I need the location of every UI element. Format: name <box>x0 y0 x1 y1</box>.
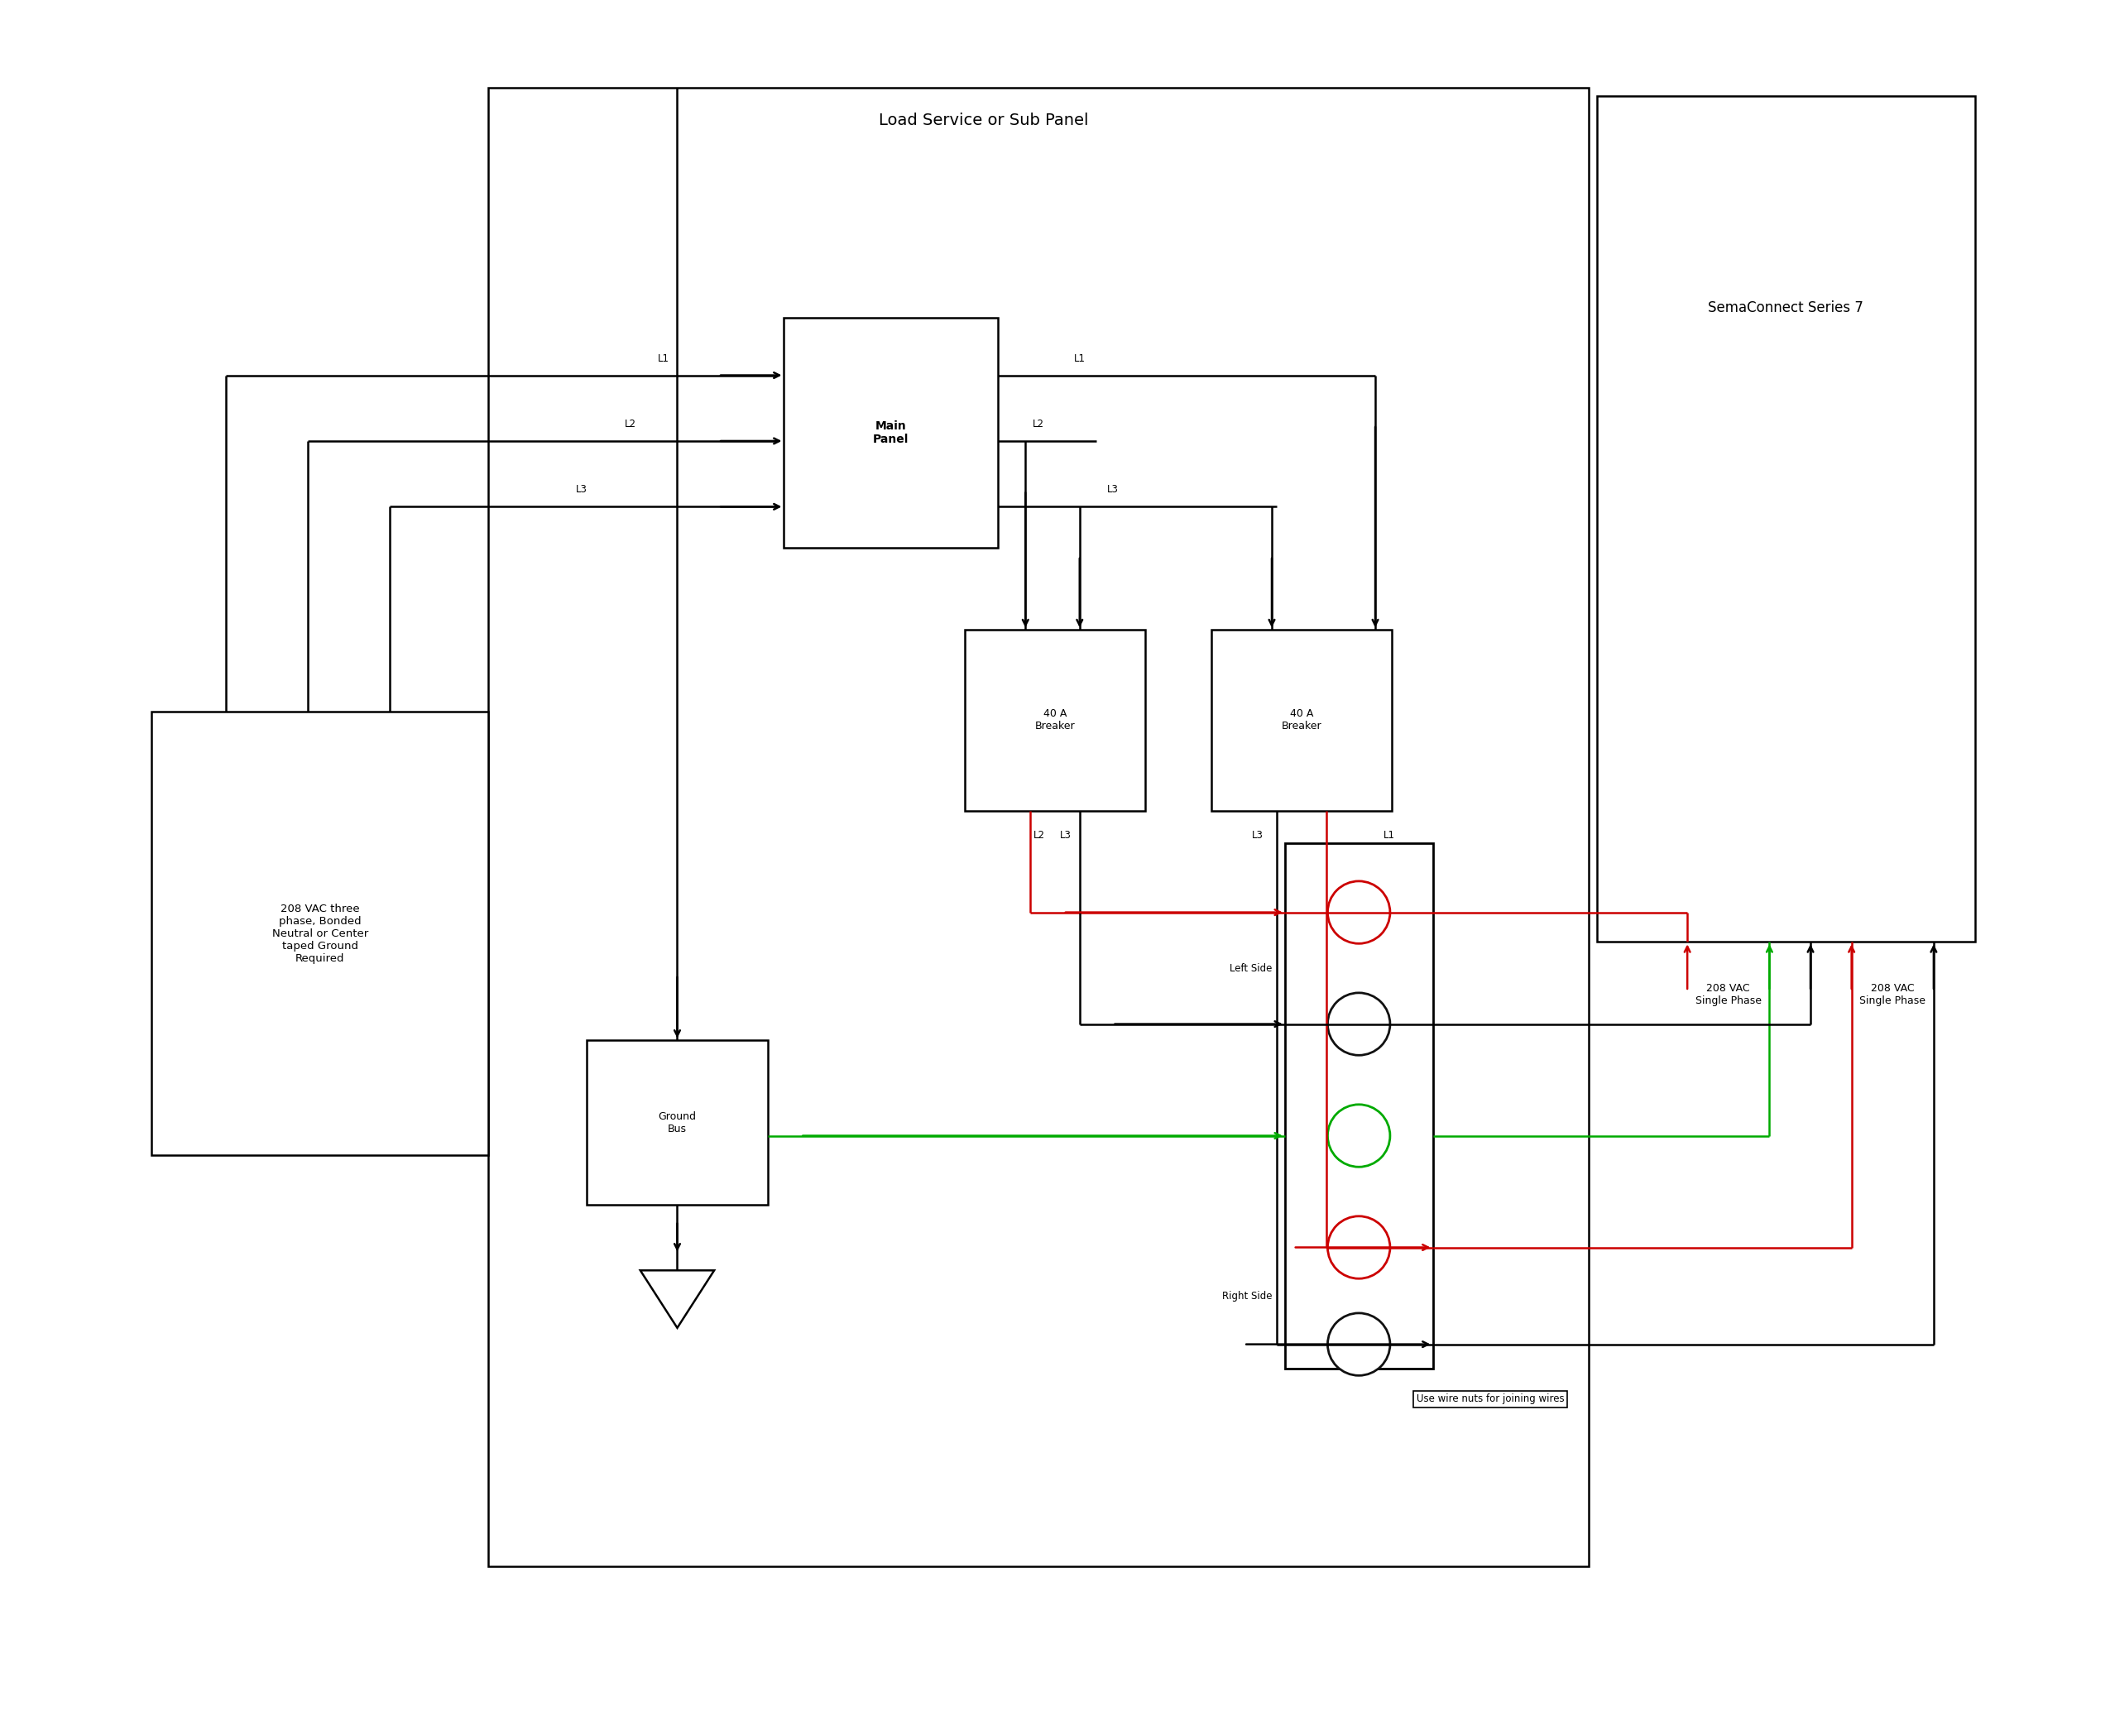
Bar <box>152 712 487 1156</box>
Text: L1: L1 <box>1074 352 1085 365</box>
Text: SemaConnect Series 7: SemaConnect Series 7 <box>1709 300 1863 314</box>
Text: L3: L3 <box>1251 830 1264 840</box>
Bar <box>1597 95 1975 943</box>
Text: 208 VAC
Single Phase: 208 VAC Single Phase <box>1694 983 1762 1007</box>
Circle shape <box>1327 993 1390 1055</box>
Bar <box>1285 844 1433 1370</box>
Text: L3: L3 <box>1059 830 1072 840</box>
Text: L2: L2 <box>1032 418 1044 429</box>
Bar <box>1211 630 1393 811</box>
Text: 40 A
Breaker: 40 A Breaker <box>1034 708 1076 733</box>
Bar <box>964 630 1146 811</box>
Text: 208 VAC three
phase, Bonded
Neutral or Center
taped Ground
Required: 208 VAC three phase, Bonded Neutral or C… <box>272 903 367 963</box>
Text: L1: L1 <box>658 352 669 365</box>
Bar <box>785 318 998 549</box>
Circle shape <box>1327 1104 1390 1167</box>
Text: Ground
Bus: Ground Bus <box>658 1111 696 1134</box>
Text: Use wire nuts for joining wires: Use wire nuts for joining wires <box>1416 1394 1564 1404</box>
Text: 208 VAC
Single Phase: 208 VAC Single Phase <box>1859 983 1926 1007</box>
Text: Right Side: Right Side <box>1222 1290 1272 1302</box>
Circle shape <box>1327 1312 1390 1375</box>
Bar <box>487 89 1589 1566</box>
Text: Left Side: Left Side <box>1230 963 1272 974</box>
Text: L2: L2 <box>1034 830 1044 840</box>
Text: L1: L1 <box>1384 830 1395 840</box>
Text: L3: L3 <box>1108 484 1118 495</box>
Circle shape <box>1327 882 1390 944</box>
Text: Main
Panel: Main Panel <box>874 420 909 444</box>
Text: 40 A
Breaker: 40 A Breaker <box>1281 708 1321 733</box>
Circle shape <box>1327 1217 1390 1279</box>
Text: L2: L2 <box>625 418 637 429</box>
Text: L3: L3 <box>576 484 587 495</box>
Text: Load Service or Sub Panel: Load Service or Sub Panel <box>878 113 1089 128</box>
Bar <box>587 1040 768 1205</box>
